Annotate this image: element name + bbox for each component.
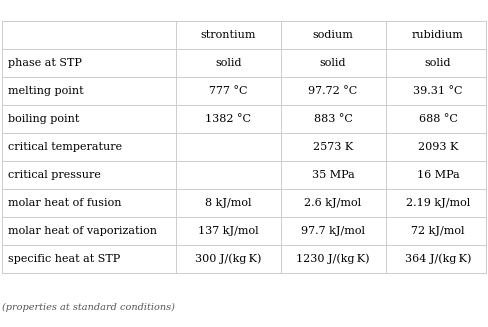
Text: 300 J/(kg K): 300 J/(kg K): [195, 254, 262, 264]
Text: (properties at standard conditions): (properties at standard conditions): [2, 303, 175, 312]
Text: critical pressure: critical pressure: [8, 170, 101, 180]
Text: solid: solid: [425, 58, 451, 68]
Text: 1382 °C: 1382 °C: [205, 114, 251, 124]
Text: 8 kJ/mol: 8 kJ/mol: [205, 198, 251, 208]
Text: 137 kJ/mol: 137 kJ/mol: [198, 226, 259, 236]
Text: 2.19 kJ/mol: 2.19 kJ/mol: [406, 198, 470, 208]
Text: molar heat of fusion: molar heat of fusion: [8, 198, 122, 208]
Text: molar heat of vaporization: molar heat of vaporization: [8, 226, 157, 236]
Text: 364 J/(kg K): 364 J/(kg K): [405, 254, 471, 264]
Text: 35 MPa: 35 MPa: [312, 170, 354, 180]
Text: solid: solid: [215, 58, 242, 68]
Text: sodium: sodium: [313, 30, 353, 40]
Text: 2.6 kJ/mol: 2.6 kJ/mol: [305, 198, 362, 208]
Text: melting point: melting point: [8, 86, 84, 96]
Text: phase at STP: phase at STP: [8, 58, 82, 68]
Text: boiling point: boiling point: [8, 114, 80, 124]
Text: 777 °C: 777 °C: [209, 86, 247, 96]
Text: 97.7 kJ/mol: 97.7 kJ/mol: [301, 226, 365, 236]
Text: 97.72 °C: 97.72 °C: [308, 86, 358, 96]
Text: solid: solid: [320, 58, 346, 68]
Text: 1230 J/(kg K): 1230 J/(kg K): [296, 254, 370, 264]
Text: 2573 K: 2573 K: [313, 142, 353, 152]
Text: 2093 K: 2093 K: [418, 142, 458, 152]
Text: 688 °C: 688 °C: [419, 114, 457, 124]
Text: rubidium: rubidium: [412, 30, 464, 40]
Text: strontium: strontium: [201, 30, 256, 40]
Text: specific heat at STP: specific heat at STP: [8, 254, 121, 264]
Text: 16 MPa: 16 MPa: [417, 170, 459, 180]
Text: 72 kJ/mol: 72 kJ/mol: [411, 226, 465, 236]
Text: critical temperature: critical temperature: [8, 142, 122, 152]
Text: 883 °C: 883 °C: [314, 114, 352, 124]
Text: 39.31 °C: 39.31 °C: [413, 86, 463, 96]
